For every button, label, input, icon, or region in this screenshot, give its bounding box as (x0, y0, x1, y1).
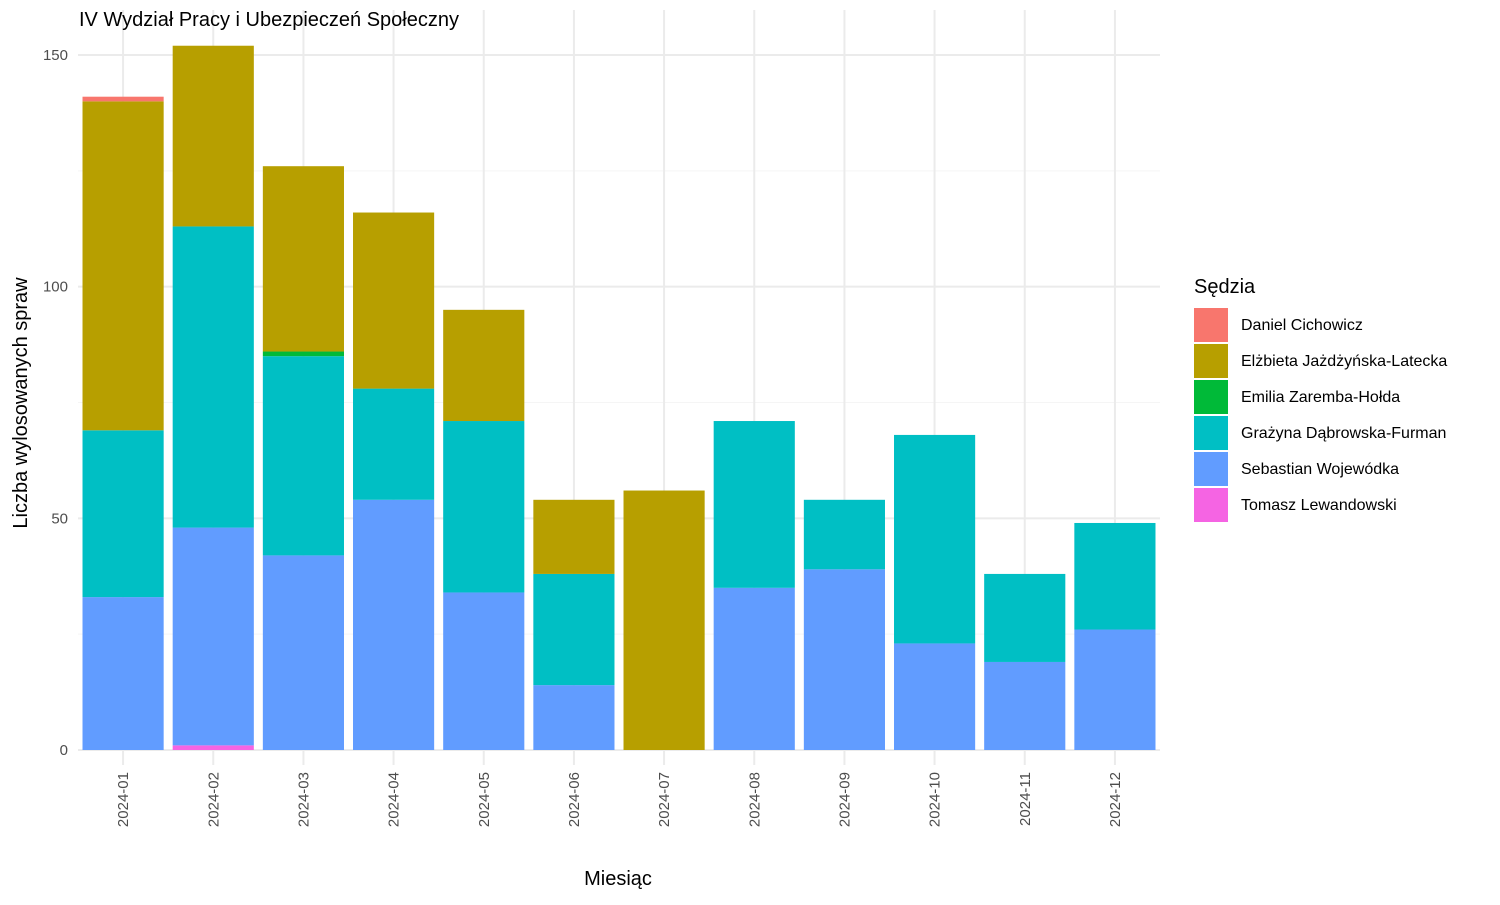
legend-title: Sędzia (1194, 276, 1256, 298)
legend-label: Sebastian Wojewódka (1241, 461, 1399, 478)
bar-segment (172, 226, 254, 528)
x-tick-label: 2024-09 (836, 772, 853, 827)
x-tick-label: 2024-01 (115, 772, 132, 827)
x-tick-label: 2024-12 (1107, 772, 1124, 827)
bar-segment (803, 569, 885, 750)
bar-segment (1074, 629, 1156, 750)
bar-segment (533, 685, 615, 750)
legend-label: Elżbieta Jażdżyńska-Latecka (1241, 353, 1447, 370)
x-tick-label: 2024-10 (927, 772, 944, 827)
x-tick-label: 2024-11 (1017, 772, 1034, 826)
bar-segment (894, 434, 976, 644)
legend-key (1194, 380, 1228, 414)
legend-key (1194, 344, 1228, 378)
y-tick-label: 100 (43, 279, 68, 296)
bar-segment (82, 597, 164, 750)
bar-segment (353, 388, 435, 500)
legend-key (1194, 452, 1228, 486)
bar-segment (894, 643, 976, 750)
x-tick-label: 2024-03 (295, 772, 312, 827)
bar-segment (1074, 522, 1156, 630)
bar-segment (533, 499, 615, 574)
bar-segment (353, 499, 435, 750)
legend-label: Tomasz Lewandowski (1241, 497, 1397, 514)
bar-segment (262, 166, 344, 352)
bar-segment (803, 499, 885, 570)
bar-segment (713, 421, 795, 588)
chart-title: IV Wydział Pracy i Ubezpieczeń Społeczny (79, 9, 459, 31)
legend-label: Grażyna Dąbrowska-Furman (1241, 425, 1446, 442)
bar-segment (82, 101, 164, 431)
x-axis-ticks: 2024-01 2024-02 2024-03 2024-04 2024-05 2024-… (115, 772, 1124, 827)
bar-segment (82, 96, 164, 102)
bar-segment (984, 661, 1066, 750)
bar-segment (262, 356, 344, 556)
legend-label: Emilia Zaremba-Hołda (1241, 389, 1400, 406)
legend-key (1194, 416, 1228, 450)
x-tick-label: 2024-05 (476, 772, 493, 827)
y-tick-label: 0 (60, 742, 68, 759)
x-tick-label: 2024-07 (656, 772, 673, 827)
bar-segment (262, 351, 344, 357)
bar-segment (82, 430, 164, 598)
y-axis-ticks: 0 50 100 150 (43, 47, 68, 759)
bar-segment (623, 490, 705, 750)
x-axis-title: Miesiąc (584, 868, 652, 890)
bar-segment (172, 527, 254, 746)
y-axis-title: Liczba wylosowanych spraw (10, 277, 32, 529)
bar-segment (713, 587, 795, 750)
bar-segment (172, 45, 254, 227)
bar-segment (443, 592, 525, 750)
x-tick-label: 2024-06 (566, 772, 583, 827)
bar-segment (172, 745, 254, 750)
bar-segment (353, 212, 435, 389)
x-tick-label: 2024-08 (746, 772, 763, 827)
bar-segment (262, 555, 344, 750)
legend-key (1194, 308, 1228, 342)
legend: Sędzia Daniel Cichowicz Elżbieta Jażdżyńs… (1194, 276, 1447, 522)
x-tick-label: 2024-02 (205, 772, 222, 827)
bar-segment (533, 573, 615, 686)
legend-label: Daniel Cichowicz (1241, 317, 1363, 334)
legend-key (1194, 488, 1228, 522)
y-tick-label: 150 (43, 47, 68, 64)
bar-segment (984, 573, 1066, 662)
x-tick-label: 2024-04 (386, 772, 403, 827)
bar-segment (443, 421, 525, 593)
bar-segment (443, 309, 525, 422)
bars (82, 45, 1156, 750)
y-tick-label: 50 (51, 510, 68, 527)
